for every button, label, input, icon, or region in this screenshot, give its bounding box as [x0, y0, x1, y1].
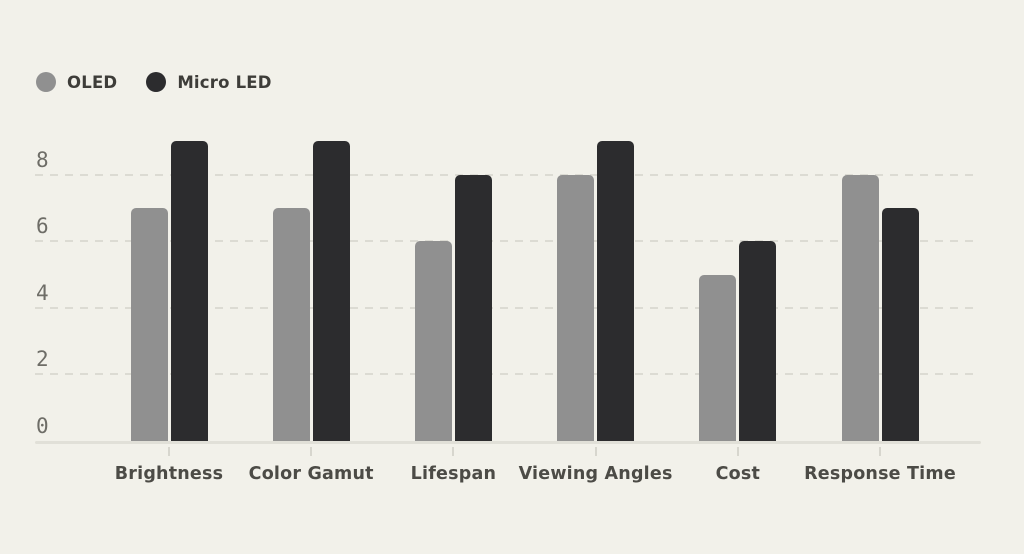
legend-label-micro-led: Micro LED — [177, 72, 272, 92]
y-axis-tick-label-4: 4 — [36, 280, 49, 305]
x-axis-tick-color-gamut — [310, 447, 313, 456]
bar-oled-lifespan[interactable] — [414, 241, 452, 441]
x-axis-category-label-brightness: Brightness — [114, 464, 224, 484]
bar-oled-color-gamut[interactable] — [272, 207, 310, 441]
x-axis-tick-viewing-angles — [594, 447, 597, 456]
bar-oled-viewing-angles[interactable] — [557, 174, 595, 441]
bar-oled-response-time[interactable] — [841, 174, 879, 441]
gridline-y-8 — [35, 173, 976, 176]
x-axis-tick-response-time — [879, 447, 881, 456]
legend-swatch-micro-led-icon — [146, 72, 167, 92]
y-axis-tick-label-8: 8 — [36, 147, 49, 172]
x-axis-category-label-viewing-angles: Viewing Angles — [518, 464, 673, 484]
y-axis-tick-label-6: 6 — [36, 214, 49, 239]
x-axis-category-label-color-gamut: Color Gamut — [248, 464, 374, 484]
bar-micro-led-lifespan[interactable] — [454, 174, 492, 441]
bar-micro-led-viewing-angles[interactable] — [597, 141, 635, 441]
x-axis-category-label-response-time: Response Time — [804, 464, 956, 484]
x-axis-line — [35, 441, 981, 444]
x-axis-tick-lifespan — [452, 447, 455, 456]
y-axis-tick-label-2: 2 — [36, 347, 49, 372]
gridline-y-2 — [35, 373, 976, 376]
gridline-y-6 — [35, 240, 976, 243]
y-axis-tick-label-0: 0 — [36, 414, 49, 438]
bar-micro-led-color-gamut[interactable] — [312, 141, 350, 441]
bar-micro-led-brightness[interactable] — [170, 141, 208, 441]
bar-micro-led-response-time[interactable] — [881, 207, 919, 441]
x-axis-category-label-lifespan: Lifespan — [410, 464, 497, 484]
legend-label-oled: OLED — [67, 72, 118, 92]
bar-oled-brightness[interactable] — [130, 207, 168, 441]
legend-swatch-oled-icon — [36, 72, 56, 92]
legend-item-micro-led[interactable]: Micro LED — [146, 72, 271, 92]
gridline-y-4 — [35, 306, 976, 309]
bar-oled-cost[interactable] — [699, 274, 737, 441]
x-axis-tick-brightness — [168, 447, 170, 456]
legend-item-oled[interactable]: OLED — [36, 72, 117, 92]
chart-legend: OLED Micro LED — [36, 72, 272, 92]
x-axis-tick-cost — [736, 447, 739, 456]
x-axis-category-label-cost: Cost — [715, 464, 761, 484]
bar-micro-led-cost[interactable] — [739, 241, 777, 441]
